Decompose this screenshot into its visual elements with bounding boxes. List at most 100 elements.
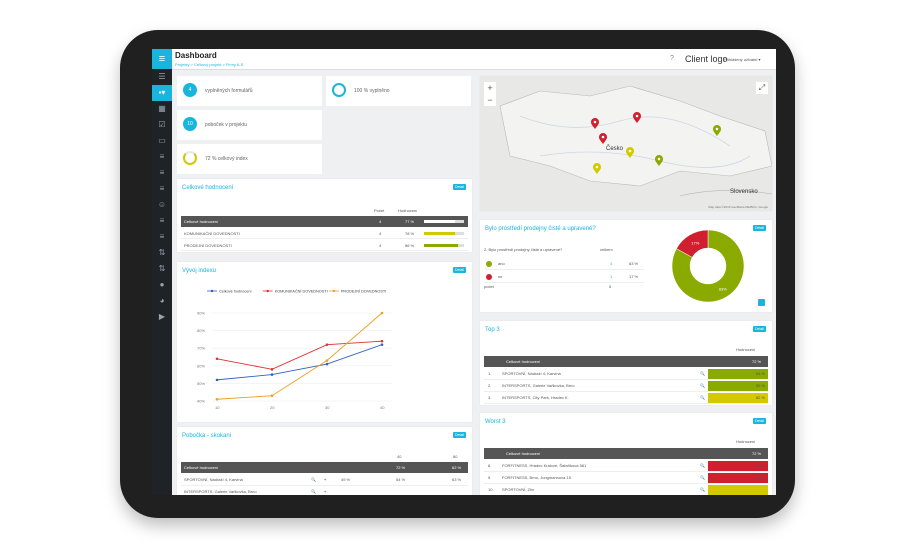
map-pin-icon[interactable] bbox=[626, 147, 634, 158]
user-menu[interactable]: Přihlášený uživatel ▾ bbox=[724, 57, 761, 62]
table-row: INTERSPORTS, Galerie Vaňkovka, Brno 🔍 + bbox=[181, 486, 468, 495]
project-select[interactable]: ▪▾ bbox=[152, 85, 172, 101]
table-row: 8. FORFITNESS, Hradec Králové, Šafaříkova… bbox=[484, 460, 768, 472]
legend-marker bbox=[266, 289, 269, 293]
fullscreen-button[interactable]: ⤢ bbox=[756, 82, 768, 94]
row-label: Celkové hodnocení bbox=[184, 219, 219, 224]
sort-icon[interactable]: ⇅ bbox=[158, 264, 166, 273]
search-icon[interactable]: 🔍 bbox=[700, 475, 705, 480]
panel-title: Celkové hodnocení bbox=[182, 185, 234, 191]
row-label: ne bbox=[498, 274, 503, 279]
help-icon[interactable]: ? bbox=[670, 55, 674, 62]
menu-icon[interactable]: ≡ bbox=[152, 49, 172, 69]
zoom-controls: + − bbox=[484, 82, 496, 106]
stat-label: vyplněných formulářů bbox=[205, 88, 253, 94]
map-pin-dot bbox=[635, 114, 639, 118]
panel-title: Top 3 bbox=[485, 327, 500, 333]
question-text: 2. Bylo prostředí prodejny čisté a uprav… bbox=[484, 247, 563, 252]
zoom-out-button[interactable]: − bbox=[487, 95, 493, 105]
pie-slice-ano[interactable] bbox=[671, 229, 745, 303]
legend-marker bbox=[332, 289, 336, 293]
rank-number: 10. bbox=[488, 487, 494, 492]
map-pin-icon[interactable] bbox=[593, 163, 601, 174]
y-tick-label: 70% bbox=[197, 346, 205, 351]
index-chart-panel: Vývoj indexu Detail 40% 50% 60% 70% 80% 90% 10… bbox=[177, 262, 472, 422]
table-row: ne 1 17 % bbox=[484, 271, 644, 283]
col-header: Hodnocení bbox=[398, 208, 418, 213]
search-icon[interactable]: 🔍 bbox=[700, 383, 705, 388]
map-pin-icon[interactable] bbox=[655, 155, 663, 166]
map-panel[interactable]: + − ⤢ Česko Slovensko Map data ©2019 Geo… bbox=[480, 76, 772, 211]
col-header: 40 bbox=[397, 454, 402, 459]
y-tick-label: 90% bbox=[197, 311, 205, 316]
row-pct: 83 % bbox=[629, 261, 639, 266]
play-icon[interactable]: ▶ bbox=[158, 312, 166, 321]
zoom-in-button[interactable]: + bbox=[487, 83, 493, 93]
row-value: 62 % bbox=[452, 465, 462, 470]
stat-card-completion: 100 % vyplněno bbox=[326, 76, 471, 106]
pie-slice-ne[interactable] bbox=[676, 229, 709, 258]
detail-button[interactable]: Detail bbox=[753, 418, 766, 424]
map-pin-icon[interactable] bbox=[633, 112, 641, 123]
search-icon[interactable]: 🔍 bbox=[700, 371, 705, 376]
col-header: Hodnocení bbox=[736, 439, 756, 444]
data-point bbox=[380, 311, 384, 315]
smile-icon[interactable]: ☺ bbox=[157, 200, 167, 209]
row-label: PRODEJNÍ DOVEDNOSTI bbox=[184, 243, 232, 248]
row-pct: 86 % bbox=[405, 243, 415, 248]
map-pin-icon[interactable] bbox=[591, 118, 599, 129]
data-point bbox=[325, 359, 329, 362]
map-label-czechia: Česko bbox=[606, 146, 624, 152]
detail-button[interactable]: Detail bbox=[753, 326, 766, 332]
row-count[interactable]: 4 bbox=[610, 261, 613, 266]
detail-button[interactable]: Detail bbox=[453, 184, 466, 190]
search-icon[interactable]: 🔍 bbox=[700, 487, 705, 492]
stat-label: poboček v projektu bbox=[205, 122, 247, 128]
search-icon[interactable]: 🔍 bbox=[311, 489, 316, 494]
table-row: 10. SPORTOVNÍ, Zlín 🔍 bbox=[484, 484, 768, 495]
detail-button[interactable]: Detail bbox=[453, 267, 466, 273]
map-pin-icon[interactable] bbox=[599, 133, 607, 144]
series-line-0 bbox=[216, 344, 383, 381]
row-pct: 78 % bbox=[405, 231, 415, 236]
detail-button[interactable]: Detail bbox=[753, 225, 766, 231]
score-bar bbox=[424, 232, 456, 235]
chat-icon[interactable]: ● bbox=[159, 280, 165, 289]
settings-icon[interactable] bbox=[758, 299, 765, 306]
legend-dot bbox=[486, 261, 492, 267]
row-delta: 49 % bbox=[341, 477, 351, 482]
chart-icon[interactable]: ▦ bbox=[158, 104, 166, 113]
detail-button[interactable]: Detail bbox=[453, 432, 466, 438]
table-row: SPORTOVNÍ, Nádraží 4, Karviná 🔍 + 49 % 5… bbox=[181, 474, 468, 486]
sum-value: 5 bbox=[609, 284, 612, 289]
list-icon[interactable]: ≡ bbox=[159, 184, 165, 193]
y-tick-label: 80% bbox=[197, 328, 205, 333]
row-label: Celkové hodnocení bbox=[506, 451, 541, 456]
map-canvas bbox=[499, 85, 772, 197]
pie-icon[interactable]: ◕ bbox=[159, 296, 165, 305]
search-icon[interactable]: 🔍 bbox=[700, 463, 705, 468]
list-icon[interactable]: ≡ bbox=[159, 232, 165, 241]
row-label: INTERSPORTS, Galerie Vaňkovka, Brno bbox=[184, 489, 257, 494]
stat-label: 72 % celkový index bbox=[205, 156, 248, 162]
col-header: Hodnocení bbox=[736, 347, 756, 352]
breadcrumb[interactable]: Projekty > Celkový projekt > Firmy A.S. bbox=[175, 62, 245, 67]
row-label: Celkové hodnocení bbox=[506, 359, 541, 364]
row-label: SPORTOVNÍ, Nádraží 4, Karviná bbox=[184, 477, 243, 482]
top3-panel: Top 3 Detail Hodnocení Celkové hodnocení… bbox=[480, 321, 772, 405]
search-icon[interactable]: 🔍 bbox=[311, 477, 316, 482]
search-icon[interactable]: 🔍 bbox=[700, 395, 705, 400]
row-value: 94 % bbox=[755, 371, 765, 376]
sort-icon[interactable]: ⇅ bbox=[158, 248, 166, 257]
list-icon[interactable]: ≡ bbox=[159, 152, 165, 161]
data-point bbox=[270, 368, 274, 371]
card-icon[interactable]: ▭ bbox=[158, 136, 166, 145]
list-icon[interactable]: ☰ bbox=[158, 72, 166, 81]
stat-card-index: 72 % celkový index bbox=[177, 144, 322, 174]
score-cell: 82 % bbox=[708, 393, 768, 403]
list-icon[interactable]: ≡ bbox=[159, 168, 165, 177]
list-icon[interactable]: ≡ bbox=[159, 216, 165, 225]
map-pin-icon[interactable] bbox=[713, 125, 721, 136]
row-count[interactable]: 1 bbox=[610, 274, 613, 279]
check-icon[interactable]: ☑ bbox=[158, 120, 166, 129]
